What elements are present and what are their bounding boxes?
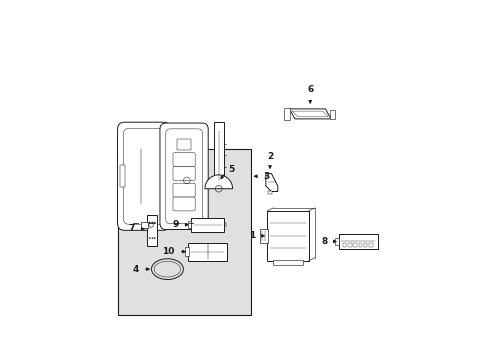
Circle shape	[151, 222, 153, 223]
Text: 10: 10	[162, 247, 174, 256]
Text: 2: 2	[266, 152, 273, 161]
FancyBboxPatch shape	[173, 153, 195, 167]
Circle shape	[154, 237, 155, 239]
FancyBboxPatch shape	[173, 167, 195, 180]
Bar	[363, 243, 366, 247]
Text: 9: 9	[172, 220, 178, 229]
Text: 3: 3	[263, 172, 269, 181]
Bar	[358, 243, 361, 247]
Bar	[187, 221, 191, 228]
Bar	[284, 108, 289, 120]
Text: 6: 6	[306, 85, 313, 94]
Bar	[353, 243, 356, 247]
FancyBboxPatch shape	[165, 129, 202, 224]
Bar	[191, 219, 224, 232]
Bar	[147, 215, 156, 246]
Bar	[338, 234, 377, 249]
Wedge shape	[204, 175, 232, 189]
Circle shape	[154, 222, 155, 223]
Bar	[140, 222, 147, 228]
Bar	[267, 191, 271, 194]
Bar	[177, 139, 191, 150]
FancyBboxPatch shape	[173, 183, 195, 197]
Bar	[267, 211, 308, 261]
Bar	[330, 110, 334, 119]
FancyBboxPatch shape	[123, 128, 164, 224]
Text: 4: 4	[132, 265, 139, 274]
Bar	[120, 165, 125, 187]
Circle shape	[148, 222, 150, 223]
Bar	[260, 229, 267, 243]
Bar	[335, 238, 338, 245]
Text: 7: 7	[128, 224, 135, 233]
FancyBboxPatch shape	[173, 197, 195, 211]
Bar	[342, 243, 346, 247]
Bar	[368, 243, 372, 247]
Circle shape	[148, 237, 150, 239]
Text: 5: 5	[228, 165, 234, 174]
Bar	[272, 260, 303, 265]
Text: 1: 1	[249, 231, 255, 240]
FancyBboxPatch shape	[160, 123, 208, 229]
Bar	[184, 247, 188, 256]
Bar	[347, 243, 351, 247]
Circle shape	[151, 237, 153, 239]
Bar	[117, 149, 250, 315]
Text: 8: 8	[321, 237, 327, 246]
FancyBboxPatch shape	[117, 122, 170, 230]
Bar	[213, 122, 224, 183]
Bar	[188, 243, 226, 261]
